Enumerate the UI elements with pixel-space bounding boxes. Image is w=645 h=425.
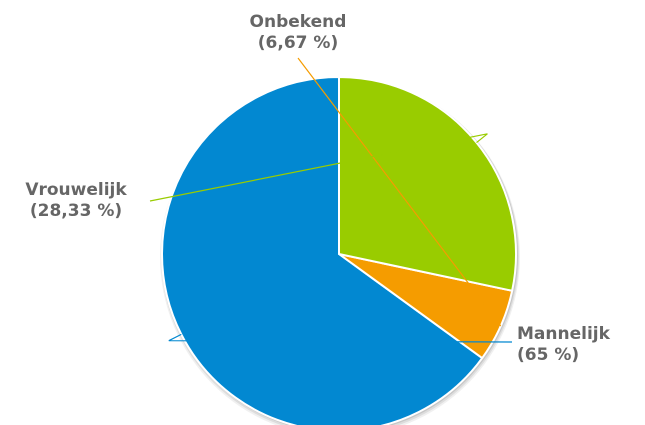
slice-percent-mannelijk: (65 %)	[517, 345, 579, 365]
slice-labels: Mannelijk(65 %) Onbekend(6,67 %) Vrouwelij…	[25, 12, 610, 365]
slice-label-onbekend: Onbekend	[250, 12, 347, 32]
slice-label-mannelijk: Mannelijk	[517, 324, 611, 344]
connector-onbekend	[297, 57, 502, 327]
label-connectors	[149, 57, 513, 343]
connector-mannelijk	[168, 333, 513, 343]
slice-percent-onbekend: (6,67 %)	[258, 33, 338, 53]
pie-slice-vrouwelijk[interactable]	[338, 76, 517, 292]
pie-slices	[161, 76, 517, 425]
slice-label-vrouwelijk: Vrouwelijk	[25, 180, 127, 200]
connector-vrouwelijk	[149, 133, 488, 202]
slice-percent-vrouwelijk: (28,33 %)	[30, 201, 122, 221]
